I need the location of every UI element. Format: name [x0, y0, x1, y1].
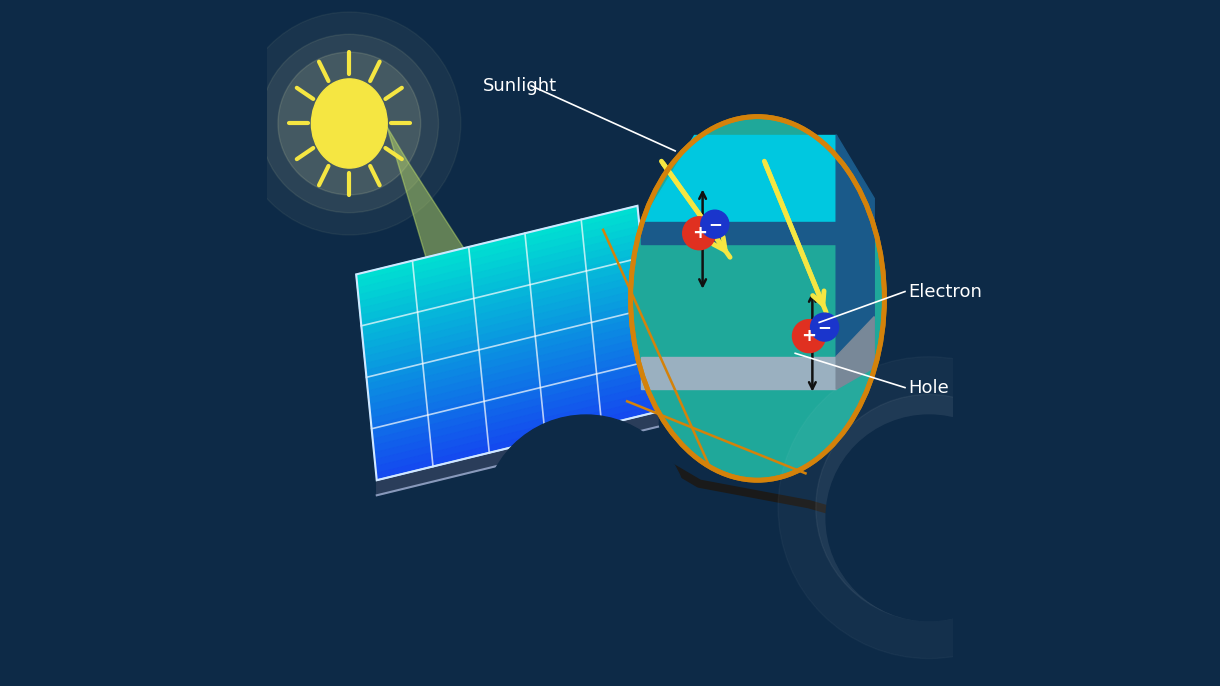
- Polygon shape: [361, 261, 644, 336]
- Polygon shape: [365, 288, 647, 364]
- Polygon shape: [371, 350, 653, 425]
- Polygon shape: [370, 336, 651, 412]
- Ellipse shape: [631, 117, 884, 480]
- Polygon shape: [375, 384, 656, 460]
- Text: −: −: [708, 215, 722, 233]
- Ellipse shape: [892, 588, 966, 605]
- Polygon shape: [364, 274, 645, 350]
- Circle shape: [260, 34, 438, 213]
- Polygon shape: [836, 134, 875, 368]
- Polygon shape: [368, 322, 650, 398]
- Polygon shape: [377, 412, 658, 495]
- Polygon shape: [371, 357, 653, 432]
- Polygon shape: [387, 127, 583, 432]
- Polygon shape: [359, 233, 640, 309]
- Polygon shape: [373, 377, 655, 453]
- Polygon shape: [359, 226, 640, 302]
- Circle shape: [238, 12, 461, 235]
- Ellipse shape: [311, 79, 387, 168]
- Circle shape: [793, 320, 826, 353]
- Polygon shape: [366, 302, 648, 377]
- Circle shape: [816, 394, 1042, 621]
- Polygon shape: [372, 364, 654, 439]
- Circle shape: [810, 313, 838, 341]
- Polygon shape: [366, 309, 648, 384]
- Circle shape: [872, 451, 986, 564]
- Polygon shape: [836, 317, 875, 390]
- Text: Hole: Hole: [909, 379, 949, 397]
- Polygon shape: [892, 566, 966, 597]
- Text: −: −: [817, 318, 832, 336]
- Ellipse shape: [897, 460, 961, 542]
- Circle shape: [683, 217, 716, 250]
- Ellipse shape: [826, 415, 1032, 621]
- Polygon shape: [357, 213, 639, 288]
- Ellipse shape: [911, 473, 947, 514]
- Polygon shape: [376, 405, 658, 480]
- Ellipse shape: [483, 0, 689, 182]
- Polygon shape: [356, 206, 638, 281]
- Polygon shape: [640, 357, 836, 390]
- Polygon shape: [640, 134, 836, 222]
- Ellipse shape: [826, 0, 1032, 182]
- Polygon shape: [360, 247, 642, 322]
- Circle shape: [700, 210, 728, 238]
- Polygon shape: [372, 370, 655, 446]
- Polygon shape: [361, 254, 643, 329]
- Polygon shape: [362, 268, 644, 343]
- Text: Sunlight: Sunlight: [483, 77, 558, 95]
- Polygon shape: [367, 316, 649, 391]
- Text: +: +: [692, 224, 706, 242]
- Polygon shape: [375, 391, 656, 466]
- Circle shape: [854, 432, 1004, 583]
- Polygon shape: [360, 240, 642, 316]
- Ellipse shape: [898, 560, 960, 572]
- Polygon shape: [368, 329, 650, 405]
- Polygon shape: [357, 220, 639, 295]
- Circle shape: [278, 52, 421, 195]
- Polygon shape: [364, 281, 645, 357]
- Text: Electron: Electron: [909, 283, 982, 300]
- Text: +: +: [802, 327, 816, 345]
- Polygon shape: [640, 222, 836, 244]
- Polygon shape: [370, 343, 651, 418]
- Ellipse shape: [483, 415, 689, 621]
- Polygon shape: [365, 295, 647, 370]
- Polygon shape: [376, 398, 658, 473]
